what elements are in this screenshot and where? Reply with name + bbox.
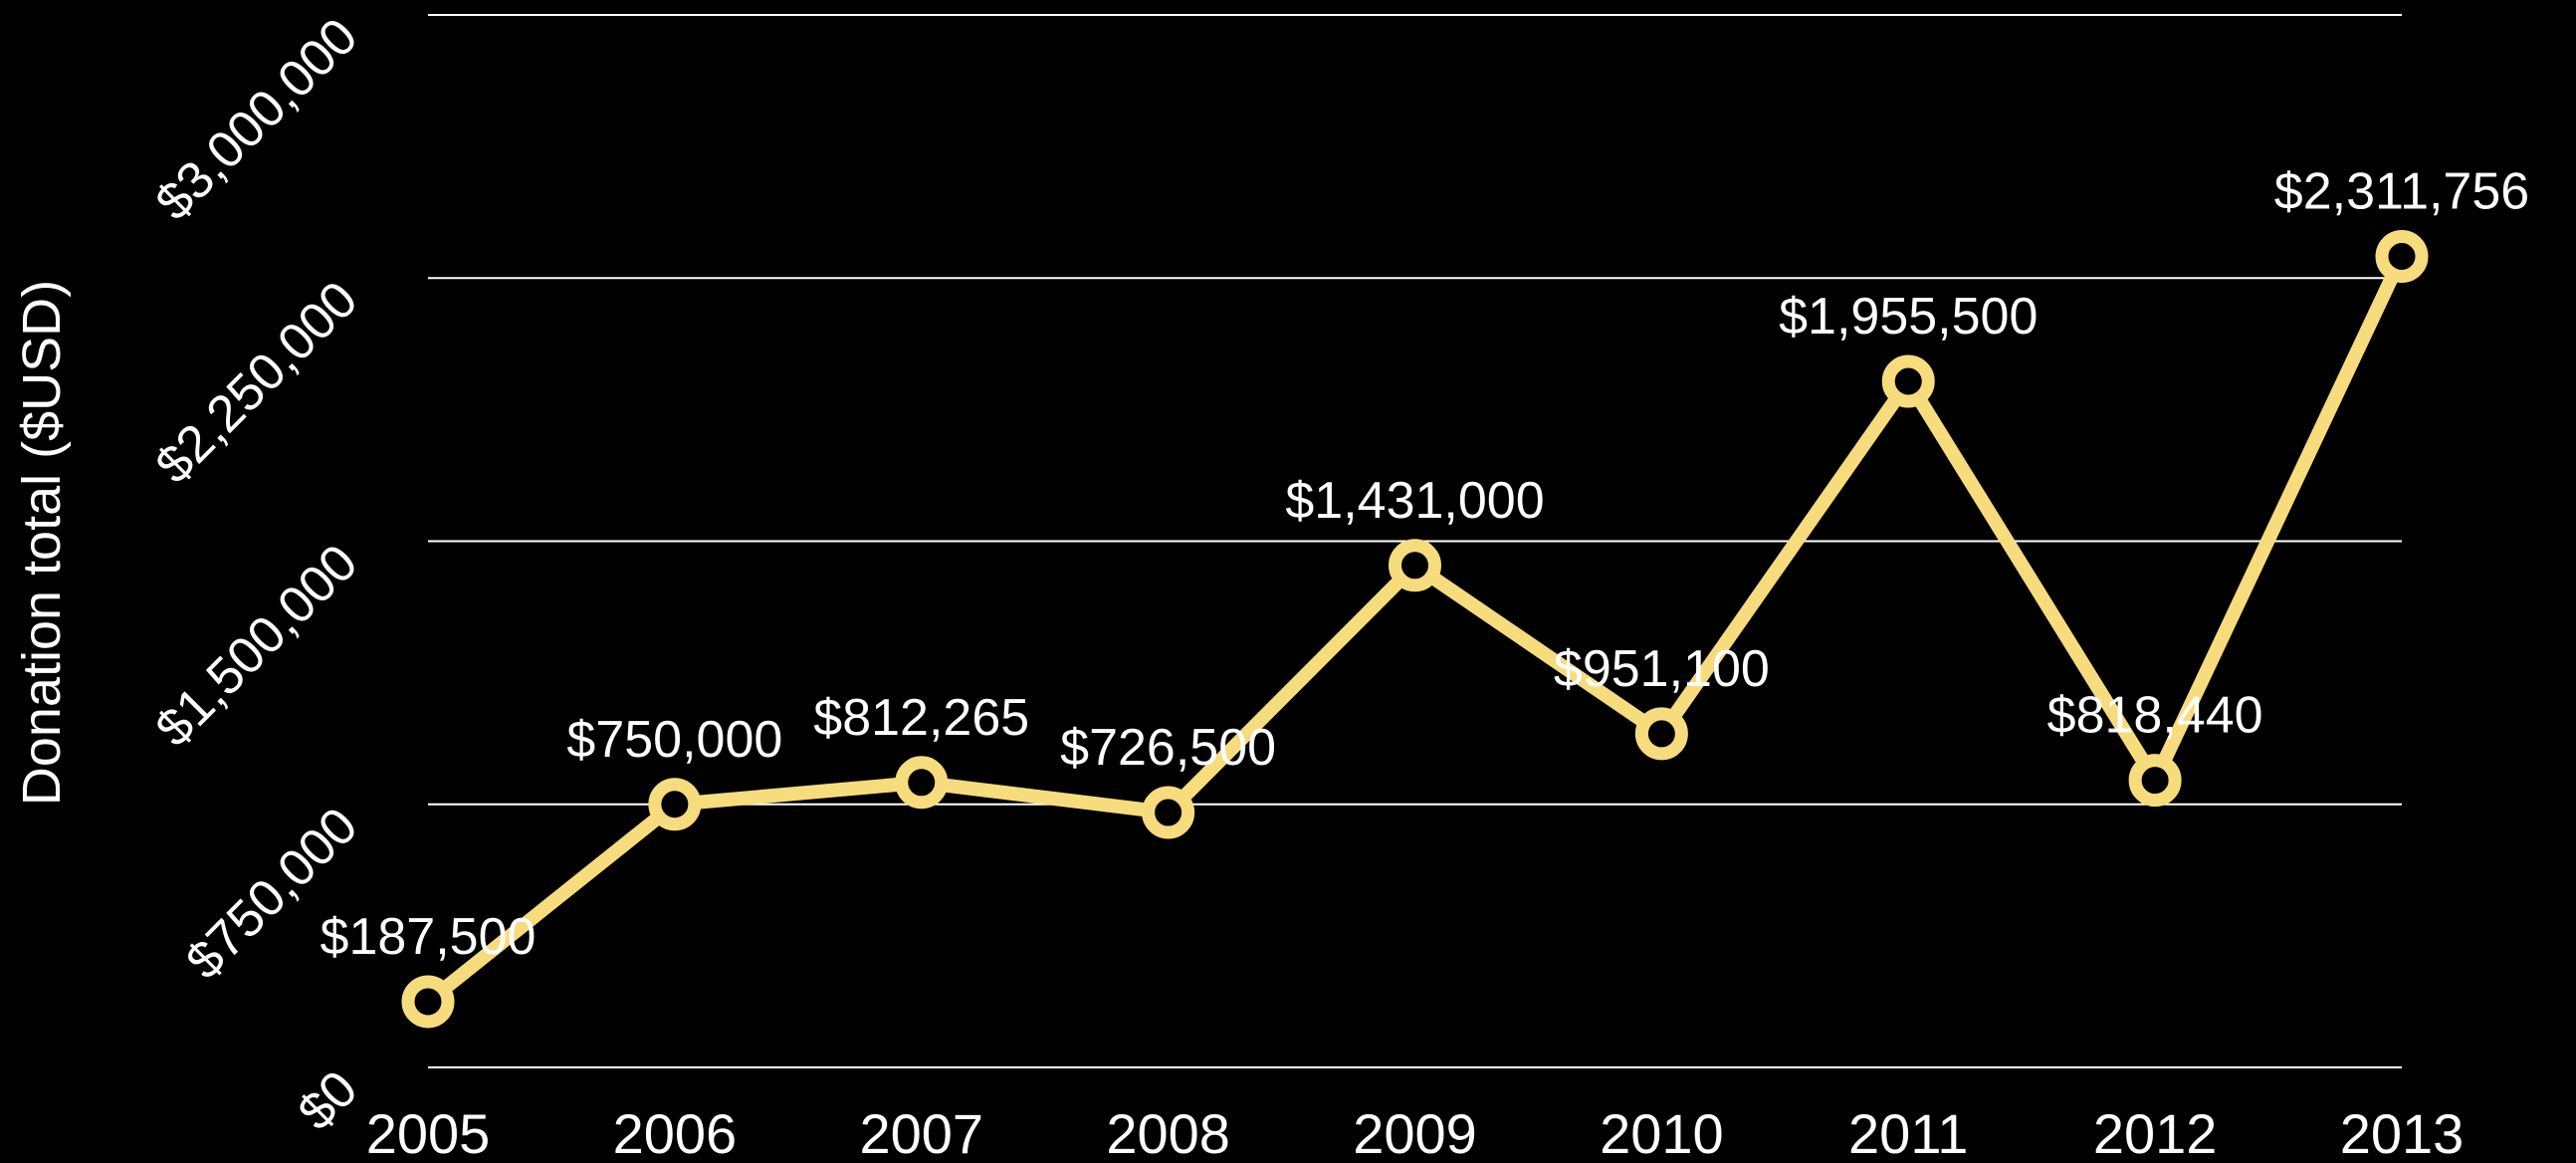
data-point-marker — [401, 975, 455, 1029]
data-label: $187,500 — [321, 908, 537, 966]
markers — [401, 229, 2429, 1029]
data-label: $2,311,756 — [2274, 162, 2529, 220]
y-axis-title: Donation total ($USD) — [12, 280, 72, 806]
data-label: $726,500 — [1060, 719, 1276, 777]
x-tick-label: 2013 — [2340, 1102, 2465, 1163]
data-label: $812,265 — [813, 689, 1029, 747]
x-tick-label: 2012 — [2093, 1102, 2218, 1163]
x-tick-label: 2008 — [1106, 1102, 1230, 1163]
x-tick-label: 2006 — [613, 1102, 738, 1163]
x-tick-label: 2007 — [859, 1102, 983, 1163]
data-point-marker — [2128, 754, 2182, 808]
x-tick-label: 2009 — [1353, 1102, 1477, 1163]
data-point-marker — [1881, 354, 1935, 408]
data-labels: $187,500 $750,000 $812,265 $726,500 $1,431,0… — [321, 162, 2530, 965]
data-point-marker — [2375, 229, 2429, 283]
data-point-marker — [648, 778, 702, 831]
data-label: $1,431,000 — [1285, 472, 1544, 530]
data-point-marker — [895, 756, 949, 810]
data-label: $818,440 — [2047, 687, 2263, 745]
x-tick-label: 2005 — [366, 1102, 491, 1163]
data-label: $951,100 — [1554, 640, 1770, 698]
data-point-marker — [1142, 786, 1195, 839]
data-point-marker — [1634, 707, 1688, 761]
x-tick-label: 2011 — [1848, 1102, 1968, 1163]
x-tick-label: 2010 — [1600, 1102, 1724, 1163]
data-point-marker — [1389, 539, 1441, 592]
data-label: $1,955,500 — [1779, 288, 2038, 346]
data-label: $750,000 — [566, 711, 782, 769]
x-tick-labels: 2005 2006 2007 2008 2009 2010 2011 2012 2013 — [366, 1102, 2465, 1163]
